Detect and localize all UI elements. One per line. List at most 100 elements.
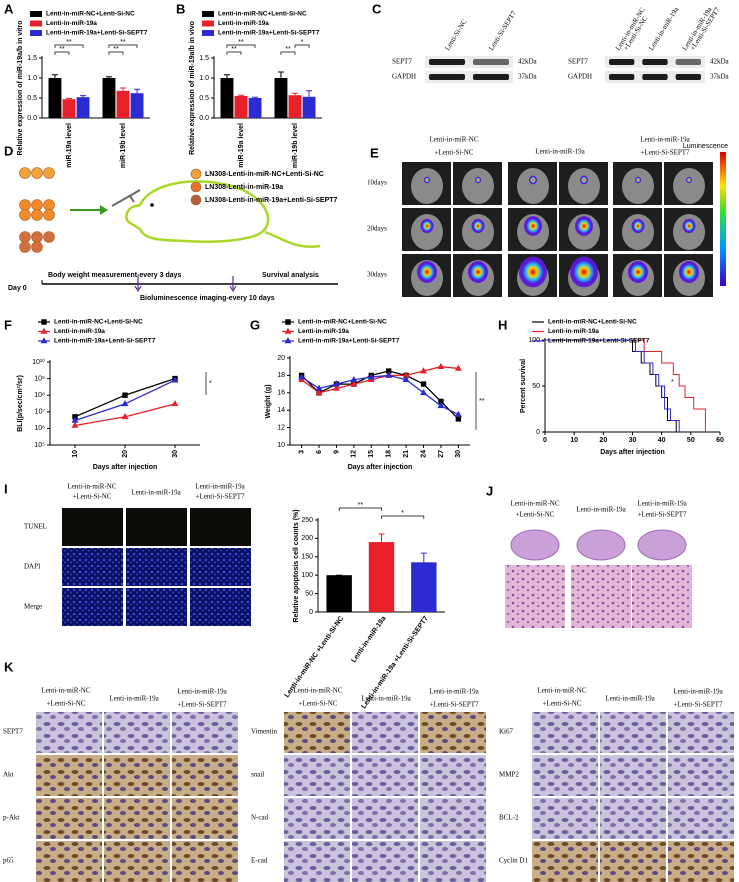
marker [454,410,462,417]
legend-label: Lenti-in-miR-NC+Lenti-Si-NC [298,319,387,326]
row-label: MMP2 [499,771,519,779]
significance-bracket [294,44,310,48]
legend-swatch [30,11,42,17]
ihc-image [668,755,734,796]
x-tick-label: 24 [420,450,427,458]
bar [62,99,76,118]
cell-icon [19,241,31,253]
group-label: +Lenti-Si-NC [516,511,555,519]
y-tick-label: 0.5 [199,95,209,102]
cell-icon [31,167,43,179]
error-bar [105,76,112,78]
bar [326,575,352,612]
marker [284,327,292,334]
group-label: LN308-Lenti-in-miR-19a+Lenti-Si-SEPT7 [205,197,338,204]
marker [315,384,323,391]
significance-bracket [226,51,242,55]
legend-swatch [202,11,214,17]
marker [385,371,393,378]
mouse-head [622,168,654,204]
series-line [301,366,459,394]
brain-section [637,529,687,561]
significance-bracket [381,515,425,519]
timeline-arrow [134,276,142,293]
mouse-eye [150,203,154,207]
series-line [545,339,677,432]
cell-icon [31,209,43,221]
ihc-image [284,798,350,839]
significance-bracket [54,51,70,55]
legend-label: Lenti-in-miR-19a+Lenti-Si-SEPT7 [46,30,148,37]
cell-icon [43,167,55,179]
group-label: Lenti-in-miR-NC [42,687,91,695]
lane-label: Lenti-Si-SEPT7 [487,9,518,52]
ihc-image [352,798,418,839]
microscopy-image [190,508,251,546]
he-image [571,565,631,628]
y-axis-label: Weight (g) [265,384,272,418]
group-icon [190,181,202,193]
panel-label: H [498,317,507,332]
bli-signal [471,218,485,234]
legend-swatch [202,30,214,36]
group-label: +Lenti-Si-SEPT7 [429,701,479,709]
x-tick-label: 27 [438,450,445,458]
x-tick-label: 30 [629,437,637,444]
bli-signal [570,256,598,288]
legend-label: Lenti-in-miR-NC+Lenti-Si-NC [548,319,637,326]
row-label: Cyclin D1 [499,857,528,865]
ihc-image [284,841,350,882]
x-tick-label: 20 [599,437,607,444]
x-axis-label: Days after injection [93,464,158,471]
marker [332,380,340,387]
x-tick-label: 30 [172,450,179,458]
y-tick-label: 50 [305,590,313,597]
timeline-arrow [229,276,237,293]
panel-label: F [4,317,12,332]
marker [455,416,462,422]
panel-label: C [372,1,382,16]
error-bar [306,90,313,97]
legend-label: Lenti-in-miR-NC+Lenti-Si-NC [46,11,135,18]
error-bar [277,71,284,78]
group-label: +Lenti-Si-SEPT7 [637,511,687,519]
y-tick-label: 200 [301,535,313,542]
group-label: Lenti-in-miR-NC [511,500,560,508]
panel-label: G [250,317,260,332]
series-line [301,374,459,416]
significance: ** [59,46,65,53]
marker [437,402,445,409]
group-label: Lenti-in-miR-19a [640,136,690,144]
marker [298,373,306,380]
ihc-image [172,755,238,796]
row-label: snail [251,771,264,779]
ihc-image [172,712,238,753]
x-tick-label: 12 [351,450,358,458]
bli-signal [417,261,437,283]
band [609,74,635,80]
ihc-image [600,755,666,796]
timeline-text: Bioluminescence imaging-every 10 days [140,295,275,302]
error-bar [292,92,298,96]
x-tick-label: miR-19b level [120,123,127,168]
ihc-image [284,755,350,796]
legend-swatch [30,30,42,36]
legend-label: Lenti-in-miR-19a+Lenti-Si-SEPT7 [54,338,156,345]
y-tick-label: 10⁵ [34,442,45,449]
group-label: Lenti-in-miR-19a [535,148,585,156]
marker [402,375,410,383]
bar [288,95,302,118]
x-tick-label: 40 [658,437,666,444]
row-label: GAPDH [392,73,416,81]
row-label: BCL-2 [499,814,519,822]
band [642,74,668,80]
y-tick-label: 10⁹ [34,375,45,382]
row-label: p-Akt [3,814,19,822]
cell-icon [31,199,43,211]
legend-label: Lenti-in-miR-19a [298,328,349,335]
significance-bracket [338,507,382,511]
error-bar [223,74,230,78]
ihc-image [420,712,486,753]
x-axis-label: Days after injection [348,464,413,471]
error-bar [80,95,87,98]
